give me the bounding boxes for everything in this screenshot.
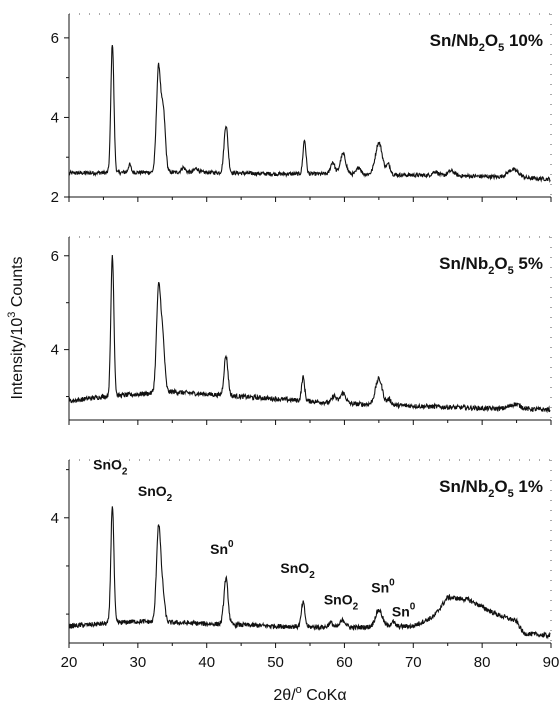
series-label: Sn/Nb2O5 5%	[439, 254, 543, 277]
x-axis-title: 2θ/o CoKα	[273, 684, 346, 704]
x-tick-label: 20	[61, 654, 78, 671]
series-label: Sn/Nb2O5 10%	[430, 31, 543, 54]
series-label: Sn/Nb2O5 1%	[439, 477, 543, 500]
peak-annotation: SnO2	[324, 591, 359, 612]
x-tick-label: 60	[336, 654, 353, 671]
panel-3: 4 Sn/Nb2O5 1% SnO2 SnO2 Sn0 SnO2 SnO2 Sn0 Sn0	[51, 457, 552, 648]
y-tick-label: 4	[51, 109, 59, 126]
y-tick-label: 6	[51, 30, 59, 47]
peak-annotation: Sn0	[210, 539, 234, 557]
peak-annotation: SnO2	[280, 560, 315, 581]
diffraction-series-line	[68, 506, 551, 640]
diffraction-series-line	[68, 45, 551, 183]
y-tick-label: 4	[51, 342, 59, 359]
y-tick-label: 6	[51, 248, 59, 265]
x-tick-label: 90	[543, 654, 560, 671]
peak-annotation: Sn0	[392, 602, 416, 620]
peak-annotation: SnO2	[138, 483, 173, 504]
y-tick-label: 2	[51, 189, 59, 206]
y-tick-label: 4	[51, 510, 59, 527]
x-tick-label: 50	[267, 654, 284, 671]
x-tick-label: 70	[405, 654, 422, 671]
panel-2: 4 6 Sn/Nb2O5 5%	[51, 236, 552, 425]
panel-1: 2 4 6 Sn/Nb2O5 10%	[51, 13, 552, 206]
peak-annotation: Sn0	[371, 577, 395, 595]
x-tick-label: 30	[130, 654, 147, 671]
y-axis-title: Intensity/103 Counts	[6, 256, 26, 399]
diffraction-series-line	[68, 254, 551, 414]
x-tick-label: 40	[198, 654, 215, 671]
x-tick-label: 80	[474, 654, 491, 671]
peak-annotation: SnO2	[93, 457, 128, 478]
